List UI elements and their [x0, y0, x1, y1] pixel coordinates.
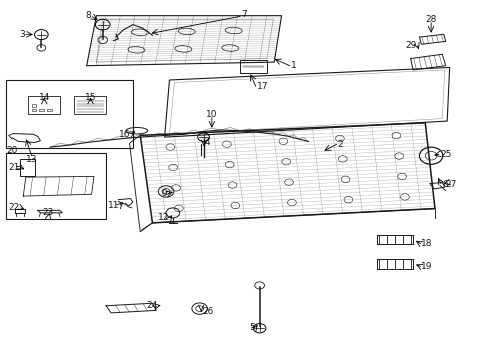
Circle shape: [338, 156, 347, 162]
Bar: [28, 96, 60, 114]
Text: 28: 28: [425, 15, 437, 24]
Text: 29: 29: [405, 41, 416, 50]
Circle shape: [169, 164, 177, 171]
Bar: [74, 96, 106, 114]
Bar: [6, 153, 106, 219]
Text: 4: 4: [205, 138, 211, 147]
Text: 17: 17: [257, 82, 269, 91]
Text: 27: 27: [446, 180, 457, 189]
Text: 18: 18: [421, 239, 433, 248]
Circle shape: [172, 185, 180, 191]
Text: 14: 14: [39, 93, 50, 102]
Circle shape: [231, 202, 240, 209]
Text: 5: 5: [249, 323, 255, 332]
Circle shape: [174, 205, 183, 212]
Circle shape: [400, 194, 409, 200]
Circle shape: [344, 197, 353, 203]
Text: 1: 1: [291, 61, 297, 70]
Circle shape: [392, 132, 401, 139]
Text: 20: 20: [6, 146, 18, 155]
Bar: [6, 80, 133, 148]
Text: 9: 9: [161, 189, 167, 198]
Text: 25: 25: [440, 150, 451, 159]
Text: 12: 12: [158, 213, 170, 222]
Circle shape: [395, 153, 404, 159]
Text: 10: 10: [206, 111, 218, 120]
Circle shape: [336, 135, 344, 142]
Bar: [39, 109, 44, 111]
Text: 8: 8: [86, 11, 92, 20]
Text: 19: 19: [421, 262, 433, 271]
Text: 22: 22: [9, 203, 20, 212]
Bar: [20, 159, 34, 176]
Circle shape: [279, 138, 288, 145]
Text: 13: 13: [26, 155, 37, 164]
Bar: [240, 60, 267, 73]
Circle shape: [398, 173, 407, 180]
Text: 24: 24: [146, 301, 157, 310]
Circle shape: [282, 158, 291, 165]
Circle shape: [225, 161, 234, 168]
Text: 16: 16: [119, 130, 130, 139]
Text: 15: 15: [85, 93, 97, 102]
Text: 3: 3: [19, 30, 25, 39]
Text: 26: 26: [202, 307, 214, 316]
Bar: [47, 109, 52, 111]
Circle shape: [285, 179, 294, 185]
Circle shape: [288, 199, 296, 206]
Text: 21: 21: [8, 163, 20, 172]
Text: 2: 2: [338, 140, 343, 149]
Bar: [31, 109, 36, 111]
Circle shape: [341, 176, 350, 183]
Text: 7: 7: [242, 10, 247, 19]
Text: 23: 23: [42, 208, 53, 217]
Circle shape: [166, 144, 175, 150]
Text: 11: 11: [108, 201, 119, 210]
Circle shape: [228, 182, 237, 188]
Bar: [31, 104, 36, 107]
Text: 6: 6: [442, 180, 448, 189]
Circle shape: [222, 141, 231, 147]
